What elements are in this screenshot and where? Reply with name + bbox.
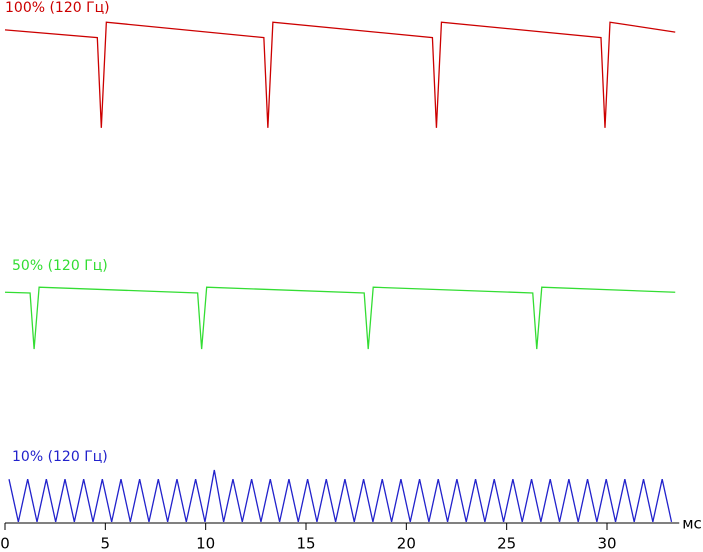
x-tick-label: 30 — [597, 535, 616, 552]
x-tick-label: 10 — [196, 535, 215, 552]
trace — [4, 21, 676, 128]
legend-label: 10% (120 Гц) — [12, 449, 108, 465]
legend-label: 50% (120 Гц) — [12, 258, 108, 274]
x-tick-label: 0 — [0, 535, 10, 552]
legend-label: 100% (120 Гц) — [5, 0, 110, 16]
x-tick-label: 25 — [497, 535, 516, 552]
trace — [4, 286, 676, 350]
trace — [8, 469, 673, 522]
x-axis-label: мс — [682, 515, 702, 533]
x-tick-label: 20 — [397, 535, 416, 552]
x-tick-label: 15 — [296, 535, 315, 552]
x-tick-label: 5 — [101, 535, 111, 552]
